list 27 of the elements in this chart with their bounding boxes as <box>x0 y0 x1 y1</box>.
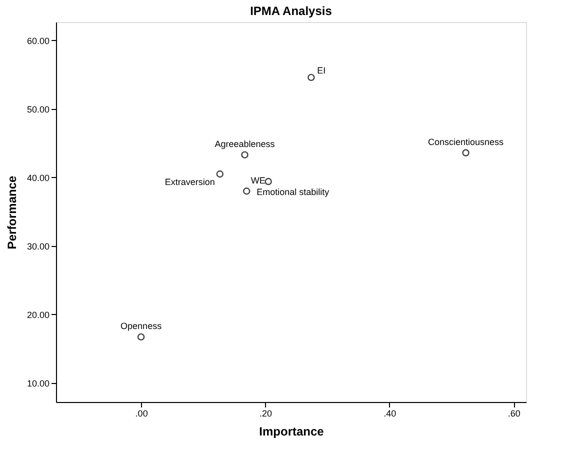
x-tick-label: .20 <box>259 408 272 418</box>
y-tick-label: 10.00 <box>26 378 50 388</box>
y-axis-title: Performance <box>4 175 19 250</box>
y-tick-label: 50.00 <box>26 104 50 114</box>
point <box>264 178 272 186</box>
annotation: Emotional stability <box>256 187 330 198</box>
x-tick-label: .00 <box>135 408 148 418</box>
y-tick-label: 30.00 <box>26 241 50 252</box>
x-axis-title: Importance <box>259 424 324 438</box>
y-tick-label: 40.00 <box>26 172 50 183</box>
annotation: Conscientiousness <box>428 136 504 147</box>
point <box>216 170 224 178</box>
x-tick-label: .60 <box>508 408 520 418</box>
annotation: EI <box>317 65 326 76</box>
y-tick-label: 20.00 <box>26 310 50 320</box>
y-tick-label: 60.00 <box>26 36 50 46</box>
annotation: WE <box>250 176 266 186</box>
chart-title: IPMA Analysis <box>250 4 332 18</box>
point <box>137 333 145 341</box>
point <box>462 149 470 156</box>
annotation: Extraversion <box>164 177 215 187</box>
point <box>308 74 315 82</box>
x-tick-label: .40 <box>384 408 396 418</box>
point <box>241 151 248 158</box>
point <box>243 188 250 195</box>
annotation: Agreeableness <box>214 138 276 149</box>
annotation: Openness <box>120 320 162 331</box>
